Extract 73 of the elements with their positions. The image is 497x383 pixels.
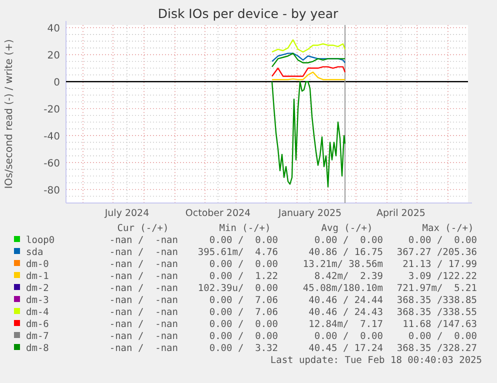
text: Cur (-/+) [117, 223, 169, 234]
x-tick-label: January 2025 [277, 208, 342, 219]
text: 0.00 / 0.00 [209, 331, 278, 342]
text: -nan / -nan [109, 295, 178, 306]
text: 102.39u/ 0.00 [198, 283, 278, 294]
text: 368.35 /338.55 [396, 307, 477, 318]
y-tick-label: -40 [44, 132, 60, 143]
text: Last update: Tue Feb 18 00:40:03 2025 [270, 355, 482, 366]
legend-label: dm-6 [26, 319, 50, 330]
text: 0.00 / 0.00 [314, 331, 384, 342]
text: -nan / -nan [109, 235, 178, 246]
legend-label: dm-2 [26, 283, 49, 294]
y-tick-label: -60 [44, 158, 60, 170]
text: Max (-/+) [422, 223, 474, 234]
text: 367.27 /205.36 [396, 247, 478, 258]
y-tick-label: 20 [47, 50, 60, 62]
text: 40.45 / 17.24 [308, 343, 384, 354]
legend-label: loop0 [26, 235, 55, 246]
text: -nan / -nan [109, 319, 178, 330]
x-tick-label: April 2025 [376, 208, 426, 219]
text: -nan / -nan [109, 307, 178, 318]
line-series [271, 72, 346, 80]
legend-label: dm-8 [26, 343, 50, 354]
text: 13.21m/ 38.56m [302, 259, 384, 270]
text: -nan / -nan [109, 283, 178, 294]
text: -nan / -nan [109, 247, 178, 258]
text: 12.84m/ 7.17 [308, 319, 383, 330]
text: 368.35 /328.27 [396, 343, 477, 354]
text: 0.00 / 0.00 [314, 235, 384, 246]
legend-label: dm-3 [26, 295, 49, 306]
text: 0.00 / 0.00 [408, 235, 478, 246]
text: 0.00 / 0.00 [209, 259, 278, 270]
legend-label: sda [26, 247, 44, 258]
line-series [271, 81, 346, 188]
text: 40.86 / 16.75 [308, 247, 383, 258]
text: 11.68 /147.63 [402, 319, 477, 330]
text: 368.35 /338.85 [396, 295, 477, 306]
line-series [271, 52, 346, 68]
text: 395.61m/ 4.76 [198, 247, 278, 258]
text: 0.00 / 1.22 [209, 271, 278, 282]
text: 0.00 / 0.00 [209, 235, 278, 246]
line-series [271, 66, 346, 77]
y-tick-label: -80 [44, 186, 60, 197]
legend-label: dm-1 [26, 271, 50, 282]
text: 40.46 / 24.44 [308, 295, 384, 306]
x-tick-label: October 2024 [185, 208, 251, 219]
y-tick-label: 40 [47, 24, 60, 35]
legend-label: dm-7 [26, 331, 49, 342]
text: 721.97m/ 5.21 [396, 283, 478, 294]
text: -nan / -nan [109, 271, 178, 282]
text: 40.46 / 24.43 [308, 307, 383, 318]
y-tick-label: -20 [44, 104, 60, 116]
y-axis-title: IOs/second read (-) / write (+) [4, 39, 15, 189]
text: -nan / -nan [109, 259, 178, 270]
text: 3.09 /122.22 [408, 271, 477, 282]
text: 0.00 / 7.06 [209, 307, 278, 318]
text: 8.42m/ 2.39 [314, 271, 384, 282]
text: Min (-/+) [219, 223, 271, 234]
line-series [271, 39, 346, 53]
text: -nan / -nan [109, 331, 178, 342]
text: 21.13 / 17.99 [402, 259, 478, 270]
chart-title: Disk IOs per device - by year [158, 6, 339, 21]
text: Avg (-/+) [321, 223, 373, 234]
text: -nan / -nan [109, 343, 178, 354]
text: 0.00 / 7.06 [209, 295, 278, 306]
legend-label: dm-4 [26, 307, 50, 318]
text: 45.08m/180.10m [302, 283, 384, 294]
text: 0.00 / 0.00 [209, 319, 278, 330]
text: 0.00 / 0.00 [408, 331, 478, 342]
y-tick-label: 0 [54, 78, 60, 89]
legend-label: dm-0 [26, 259, 50, 270]
text: 0.00 / 3.32 [209, 343, 278, 354]
x-tick-label: July 2024 [104, 208, 150, 219]
